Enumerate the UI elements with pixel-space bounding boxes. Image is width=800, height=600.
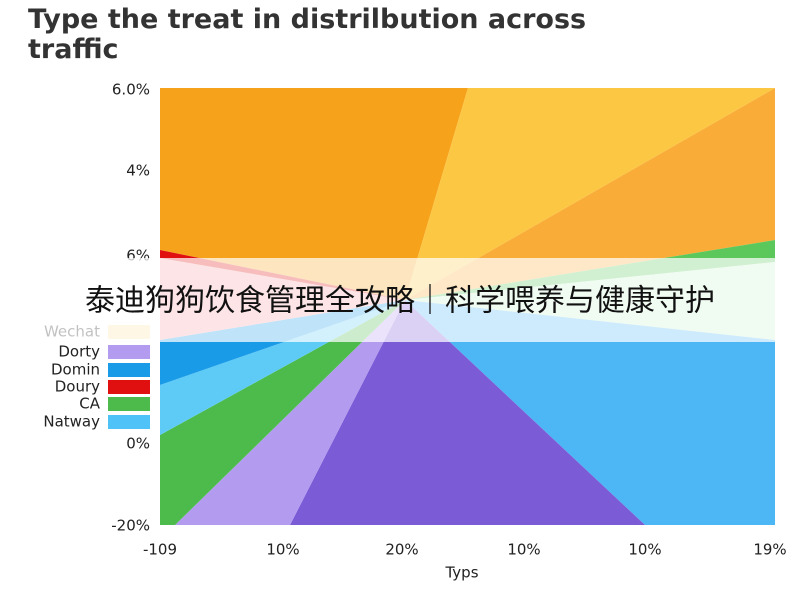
wedge bbox=[405, 300, 775, 525]
legend-label: Natway bbox=[43, 413, 100, 431]
legend-swatch bbox=[108, 363, 150, 377]
title-line: traffic bbox=[28, 34, 119, 65]
legend-label: Dorty bbox=[58, 343, 100, 361]
title-line: Type the treat in distrilbution across bbox=[28, 4, 586, 35]
y-tick-label: 6.0% bbox=[112, 81, 150, 99]
y-tick-label: 0% bbox=[126, 435, 150, 453]
legend-swatch bbox=[108, 397, 150, 411]
legend-label: CA bbox=[79, 395, 100, 413]
x-tick-label: 10% bbox=[266, 541, 299, 559]
banner-bg bbox=[0, 258, 800, 342]
wedge bbox=[405, 88, 775, 300]
x-tick-label: 20% bbox=[385, 541, 418, 559]
x-tick-label: 10% bbox=[628, 541, 661, 559]
wedge bbox=[160, 300, 405, 525]
x-tick-label: 10% bbox=[507, 541, 540, 559]
y-tick-label: -20% bbox=[111, 517, 150, 535]
legend-swatch bbox=[108, 345, 150, 359]
y-tick-label: 4% bbox=[126, 162, 150, 180]
x-tick-label: 19% bbox=[753, 541, 786, 559]
banner-text: 泰迪狗狗饮食管理全攻略｜科学喂养与健康守护 bbox=[85, 284, 715, 319]
wedge bbox=[160, 88, 468, 300]
legend-label: Doury bbox=[55, 378, 100, 396]
wedge bbox=[290, 300, 645, 525]
legend-swatch bbox=[108, 380, 150, 394]
legend-swatch bbox=[108, 415, 150, 429]
legend-label: Domin bbox=[51, 361, 100, 379]
x-tick-label: -109 bbox=[143, 541, 177, 559]
x-axis-title: Typs bbox=[444, 564, 478, 582]
